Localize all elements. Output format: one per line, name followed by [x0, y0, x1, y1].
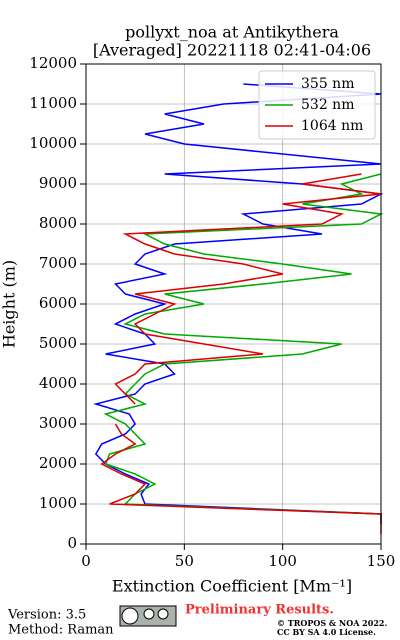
legend-label: 1064 nm — [301, 118, 363, 134]
legend-label: 355 nm — [301, 76, 354, 92]
y-tick-label: 7000 — [39, 254, 77, 272]
y-tick-label: 4000 — [39, 374, 77, 392]
y-tick-label: 9000 — [39, 174, 77, 192]
method: Method: Raman — [8, 623, 114, 638]
y-tick-label: 0 — [67, 534, 77, 552]
notice: Preliminary Results. — [185, 603, 334, 618]
version: Version: 3.5 — [7, 608, 86, 623]
license: CC BY SA 4.0 License. — [277, 627, 376, 637]
y-axis-label: Height (m) — [0, 260, 19, 348]
cc-icon — [119, 605, 177, 627]
y-tick-label: 3000 — [39, 414, 77, 432]
x-axis-label: Extinction Coefficient [Mm⁻¹] — [112, 577, 352, 596]
profile-line — [93, 83, 384, 524]
profile-line — [103, 173, 384, 524]
y-tick-label: 12000 — [29, 54, 77, 72]
y-tick-label: 5000 — [39, 334, 77, 352]
x-tick-label: 150 — [367, 552, 396, 570]
y-tick-label: 10000 — [29, 134, 77, 152]
y-tick-label: 6000 — [39, 294, 77, 312]
y-tick-label: 1000 — [39, 494, 77, 512]
x-tick-label: 0 — [81, 552, 91, 570]
copyright: © TROPOS & NOA 2022. — [277, 618, 387, 628]
legend-box — [258, 70, 376, 140]
y-tick-label: 2000 — [39, 454, 77, 472]
legend-label: 532 nm — [301, 97, 354, 113]
plot-frame — [85, 63, 382, 545]
chart-title: pollyxt_noa at Antikythera — [125, 23, 339, 42]
y-tick-label: 11000 — [29, 94, 77, 112]
profile-line — [100, 173, 382, 534]
chart-subtitle: [Averaged] 20221118 02:41-04:06 — [93, 41, 371, 60]
y-tick-label: 8000 — [39, 214, 77, 232]
x-tick-label: 100 — [268, 552, 297, 570]
x-tick-label: 50 — [175, 552, 194, 570]
